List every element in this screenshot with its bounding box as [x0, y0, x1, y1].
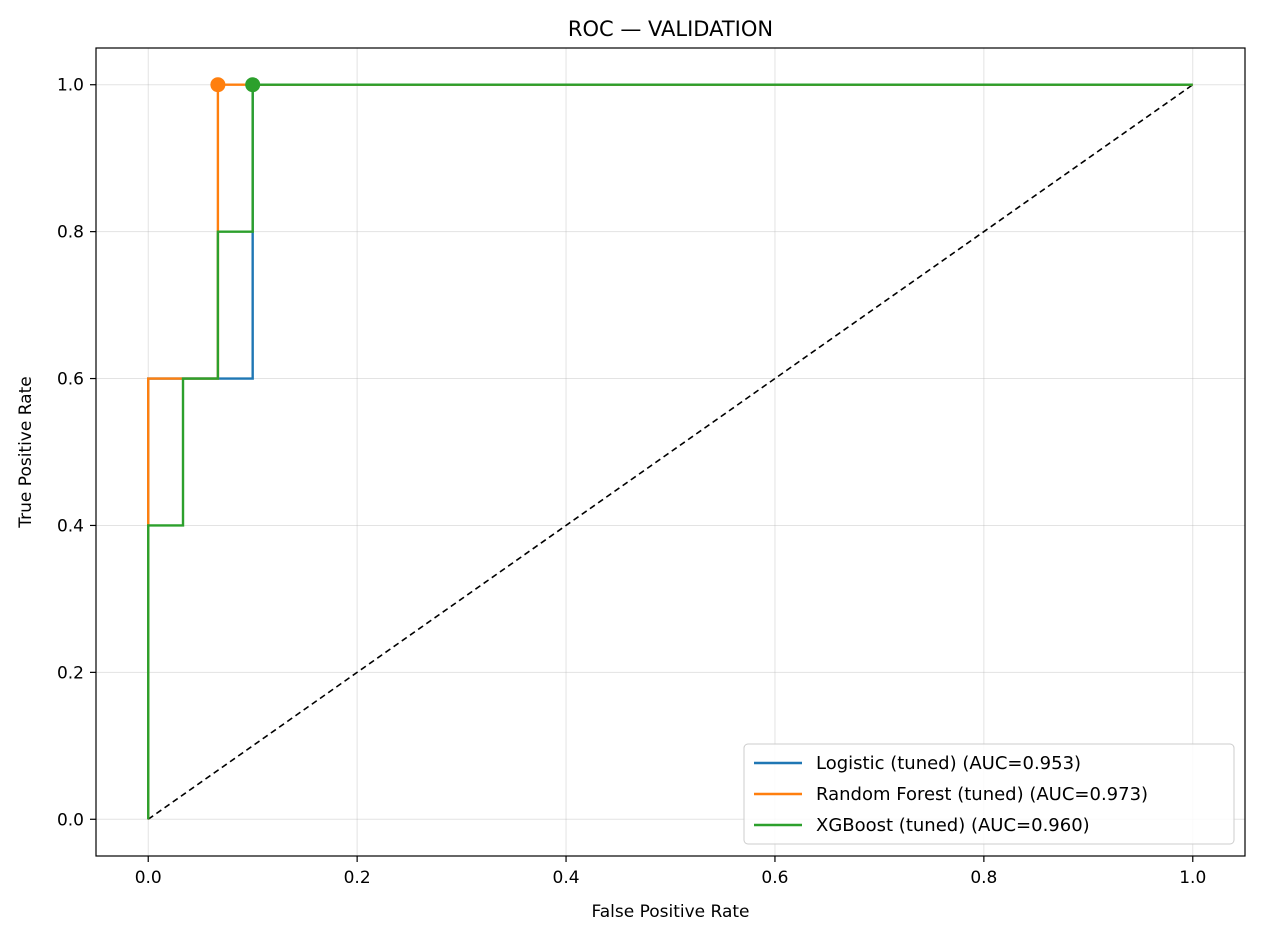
- chance-diagonal-line: [147, 84, 1194, 820]
- y-axis-label: True Positive Rate: [16, 376, 36, 528]
- grid: [96, 48, 1245, 856]
- x-tick-label: 0.4: [553, 868, 580, 888]
- series-marker-1: [210, 77, 226, 93]
- series-marker-2: [245, 77, 261, 93]
- series-group: [147, 77, 1193, 820]
- x-tick-label: 0.8: [970, 868, 997, 888]
- chart-title: ROC — VALIDATION: [568, 17, 773, 41]
- legend: Logistic (tuned) (AUC=0.953) Random Fores…: [743, 743, 1235, 845]
- x-axis-label: False Positive Rate: [592, 902, 750, 922]
- y-tick-label: 0.6: [57, 370, 84, 390]
- chance-diagonal: [147, 84, 1194, 820]
- y-tick-label: 1.0: [57, 76, 84, 96]
- x-tick-label: 0.2: [344, 868, 371, 888]
- y-tick-label: 0.8: [57, 223, 84, 243]
- legend-label: Random Forest (tuned) (AUC=0.973): [816, 784, 1148, 805]
- legend-label: XGBoost (tuned) (AUC=0.960): [816, 815, 1090, 836]
- x-tick-label: 0.6: [761, 868, 788, 888]
- plot-frame: [95, 47, 1246, 857]
- y-tick-label: 0.4: [57, 516, 84, 536]
- y-tick-label: 0.0: [57, 810, 84, 830]
- series-line-2: [147, 83, 1193, 820]
- y-tick-label: 0.2: [57, 663, 84, 683]
- axis-ticks: 0.0 0.2 0.4 0.6 0.8 1.0 0.0 0.2 0.4 0.6 0.8 1.0: [57, 76, 1206, 888]
- x-tick-label: 0.0: [135, 868, 162, 888]
- legend-box: [743, 743, 1235, 845]
- x-tick-label: 1.0: [1179, 868, 1206, 888]
- legend-label: Logistic (tuned) (AUC=0.953): [816, 753, 1081, 774]
